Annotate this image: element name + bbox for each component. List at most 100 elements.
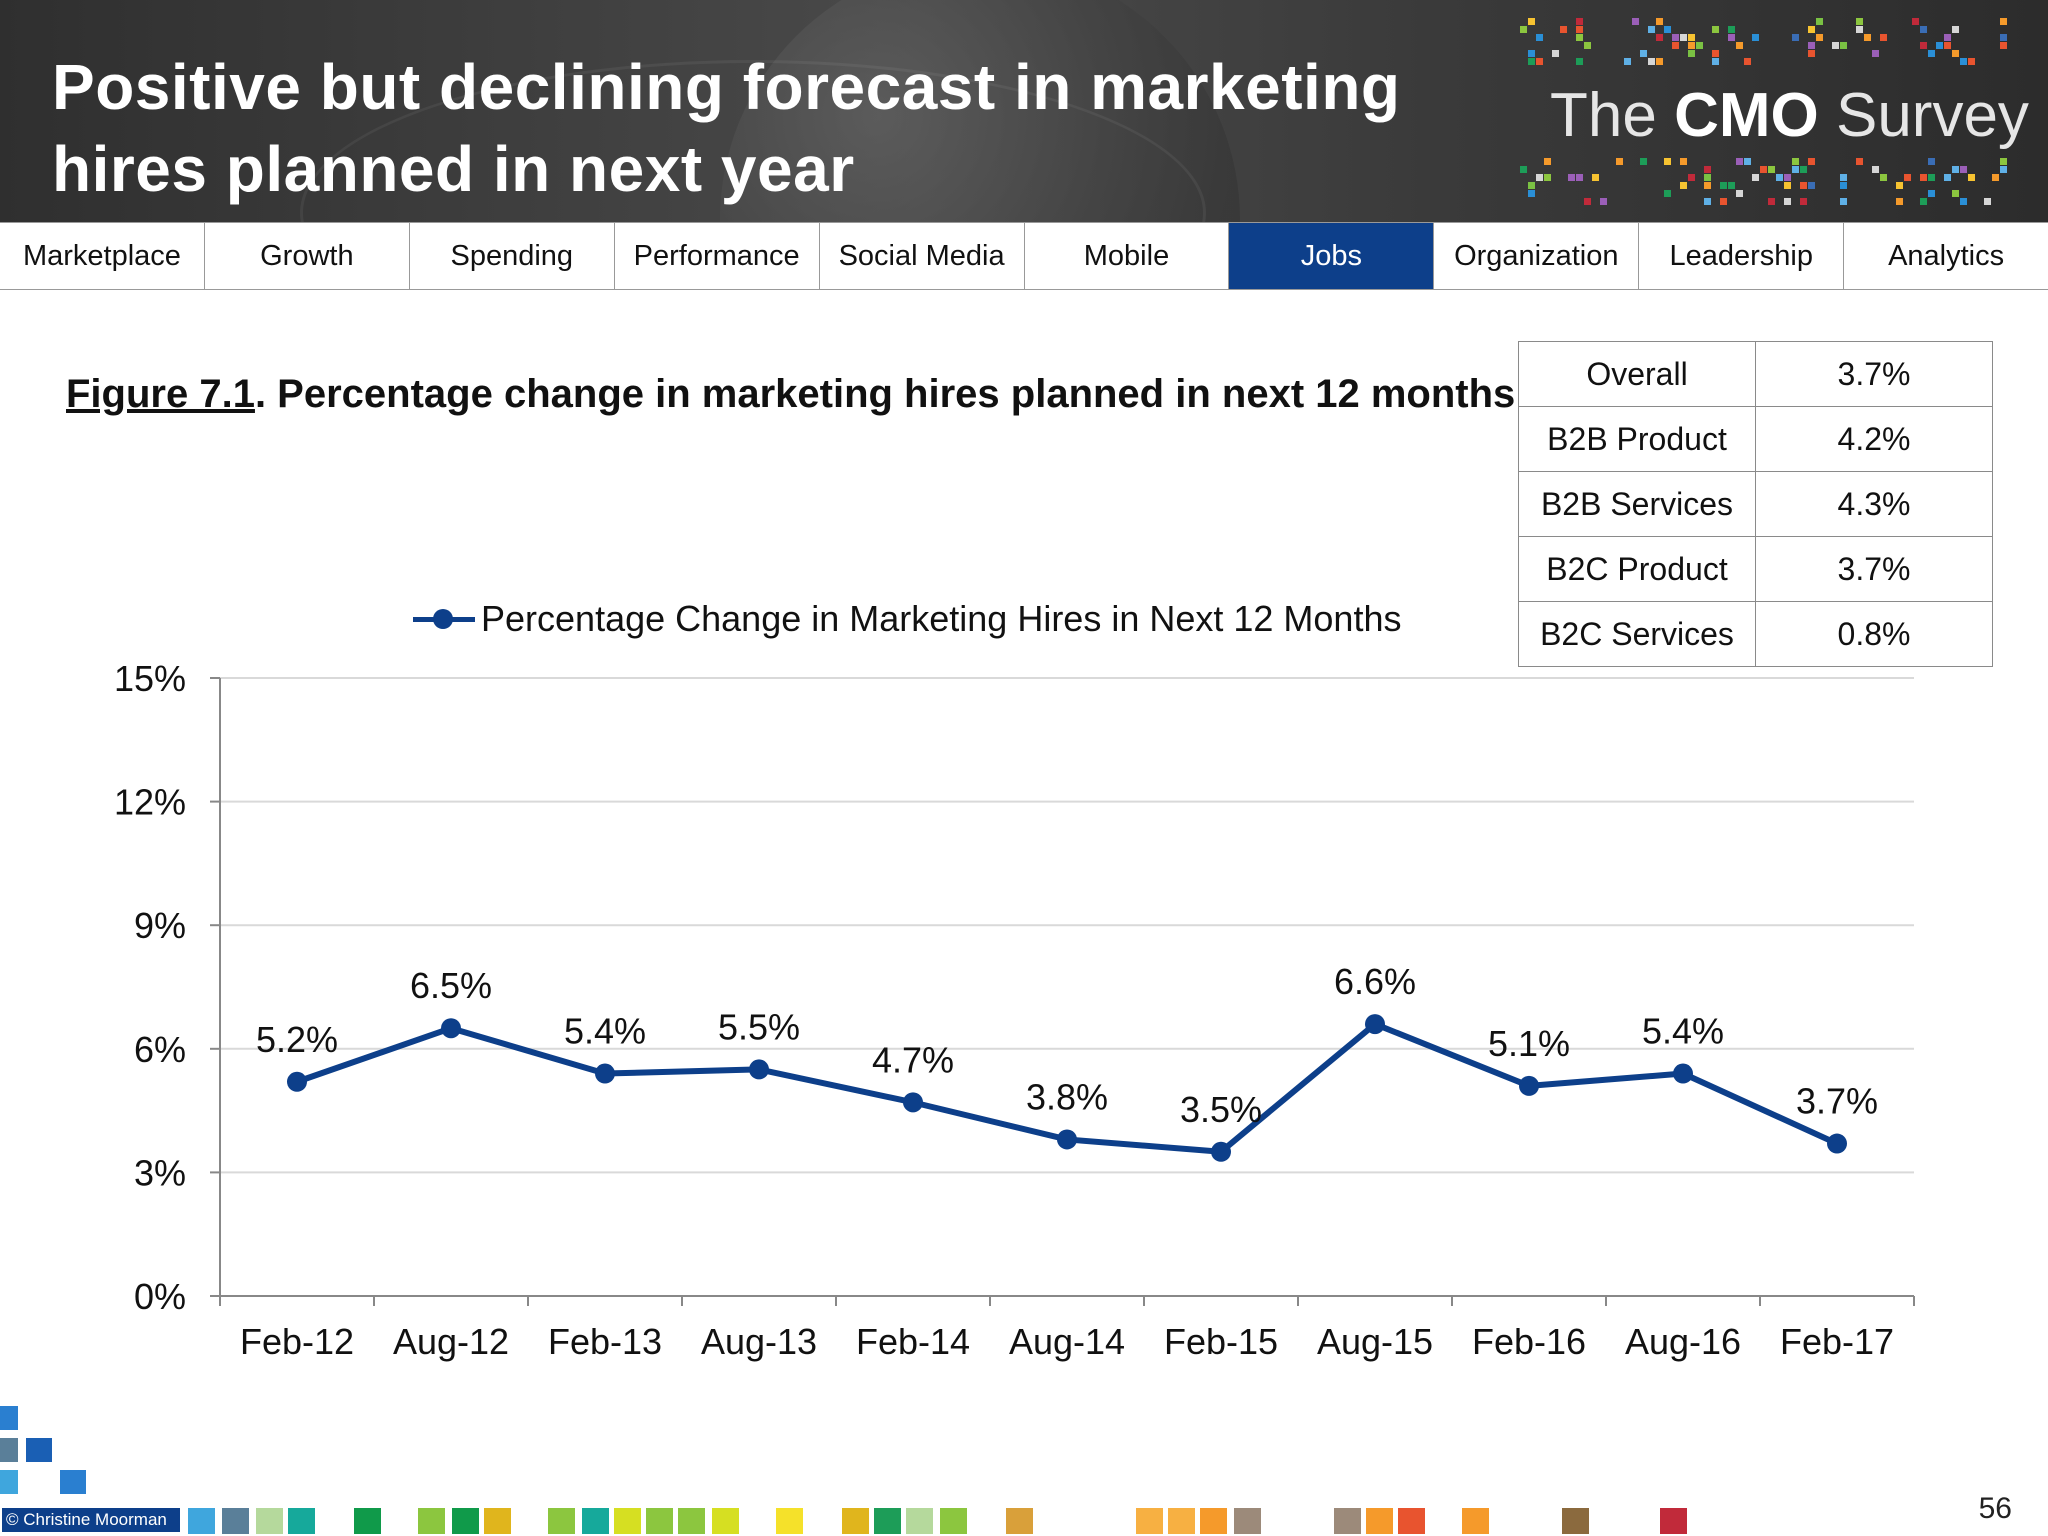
logo-pixel: [1680, 158, 1687, 165]
logo-pixel: [1800, 166, 1807, 173]
figure-label: Figure 7.1: [66, 372, 255, 416]
data-point: [1519, 1075, 1539, 1096]
logo-pixel: [1680, 34, 1687, 41]
logo-pixel: [1568, 174, 1575, 181]
logo-pixel: [1952, 50, 1959, 57]
segment-row: B2C Services 0.8%: [1518, 601, 1993, 667]
logo-pixel: [1808, 182, 1815, 189]
footer-block: [582, 1508, 609, 1534]
x-tick-label: Feb-12: [240, 1321, 354, 1362]
logo-pixel: [1968, 58, 1975, 65]
logo-pixel: [1856, 158, 1863, 165]
logo-cmo: CMO: [1674, 81, 1819, 150]
data-point: [595, 1063, 615, 1084]
x-tick-label: Feb-14: [856, 1321, 970, 1362]
x-tick-label: Feb-15: [1164, 1321, 1278, 1362]
footer-block: [0, 1438, 18, 1462]
logo-pixel: [1688, 42, 1695, 49]
x-tick-label: Aug-12: [393, 1321, 509, 1362]
logo-pixel: [1712, 26, 1719, 33]
slide-title: Positive but declining forecast in marke…: [52, 51, 1401, 205]
footer-block: [776, 1508, 803, 1534]
logo-pixel: [1792, 166, 1799, 173]
logo-pixel: [1552, 50, 1559, 57]
logo-pixel: [1536, 58, 1543, 65]
logo-pixel: [1840, 174, 1847, 181]
logo-pixel: [1688, 50, 1695, 57]
data-label: 3.8%: [1026, 1076, 1108, 1117]
logo-pixel: [1672, 42, 1679, 49]
logo-pixel: [2000, 42, 2007, 49]
logo-pixel: [1840, 198, 1847, 205]
segment-row: B2C Product 3.7%: [1518, 536, 1993, 602]
section-nav: Marketplace Growth Spending Performance Soci…: [0, 222, 2048, 290]
data-label: 5.4%: [564, 1011, 646, 1052]
segment-name: B2C Services: [1518, 601, 1756, 667]
data-point: [1673, 1063, 1693, 1084]
logo-pixel: [1784, 182, 1791, 189]
footer-block: [256, 1508, 283, 1534]
tab-spending[interactable]: Spending: [410, 223, 615, 289]
footer-block: [842, 1508, 869, 1534]
logo-pixel: [1792, 34, 1799, 41]
logo-pixel: [1808, 158, 1815, 165]
segment-name: B2C Product: [1518, 536, 1756, 602]
data-point: [1365, 1014, 1385, 1035]
footer-block: [678, 1508, 705, 1534]
tab-analytics[interactable]: Analytics: [1888, 239, 2005, 272]
logo-pixel: [1696, 42, 1703, 49]
logo-pixel: [1896, 182, 1903, 189]
logo-pixel: [1800, 198, 1807, 205]
logo-pixel: [1816, 34, 1823, 41]
tab-mobile[interactable]: Mobile: [1025, 223, 1230, 289]
tab-organization[interactable]: Organization: [1434, 223, 1640, 289]
x-tick-label: Feb-13: [548, 1321, 662, 1362]
logo-pixel: [1544, 158, 1551, 165]
tab-performance[interactable]: Performance: [615, 223, 820, 289]
footer-color-blocks: [0, 1400, 2048, 1536]
logo-pixel: [1736, 190, 1743, 197]
footer-block: [548, 1508, 575, 1534]
figure-title: Figure 7.1. Percentage change in marketi…: [66, 372, 1515, 417]
logo-pixel: [1704, 182, 1711, 189]
y-tick-label: 3%: [134, 1152, 186, 1193]
tab-marketplace[interactable]: Marketplace: [0, 223, 205, 289]
logo-pixel: [1928, 174, 1935, 181]
tab-growth[interactable]: Growth: [205, 223, 410, 289]
logo-pixel: [1984, 198, 1991, 205]
footer-block: [1234, 1508, 1261, 1534]
logo-pixel: [1768, 166, 1775, 173]
legend-line-marker-icon: [413, 607, 475, 631]
logo-pixel: [1752, 174, 1759, 181]
logo-pixel: [1728, 26, 1735, 33]
logo-pixel: [2000, 166, 2007, 173]
data-label: 6.5%: [410, 965, 492, 1006]
tab-social-media[interactable]: Social Media: [820, 223, 1025, 289]
segment-value: 4.2%: [1755, 406, 1993, 472]
legend-label: Percentage Change in Marketing Hires in …: [481, 598, 1402, 639]
logo-pixel: [1648, 26, 1655, 33]
footer-block: [1462, 1508, 1489, 1534]
logo-pixel: [1528, 182, 1535, 189]
y-tick-label: 9%: [134, 905, 186, 946]
logo-the: The: [1550, 81, 1657, 150]
footer-block: [1200, 1508, 1227, 1534]
data-point: [287, 1071, 307, 1092]
segment-name: B2B Services: [1518, 471, 1756, 537]
logo-pixel: [1672, 34, 1679, 41]
logo-pixel: [1576, 58, 1583, 65]
tab-leadership[interactable]: Leadership: [1639, 223, 1845, 289]
segment-value: 3.7%: [1755, 536, 1993, 602]
x-tick-label: Aug-14: [1009, 1321, 1125, 1362]
segment-table: Overall 3.7% B2B Product 4.2% B2B Services 4.…: [1518, 341, 1993, 667]
logo-pixel: [1680, 182, 1687, 189]
footer-block: [874, 1508, 901, 1534]
logo-pixel: [1632, 18, 1639, 25]
footer-block: [188, 1508, 215, 1534]
footer-block: [1334, 1508, 1361, 1534]
tab-jobs[interactable]: Jobs: [1229, 223, 1435, 289]
logo-pixel: [1920, 174, 1927, 181]
logo-pixel: [1752, 34, 1759, 41]
logo-pixel: [1840, 182, 1847, 189]
logo-pixel: [2000, 34, 2007, 41]
